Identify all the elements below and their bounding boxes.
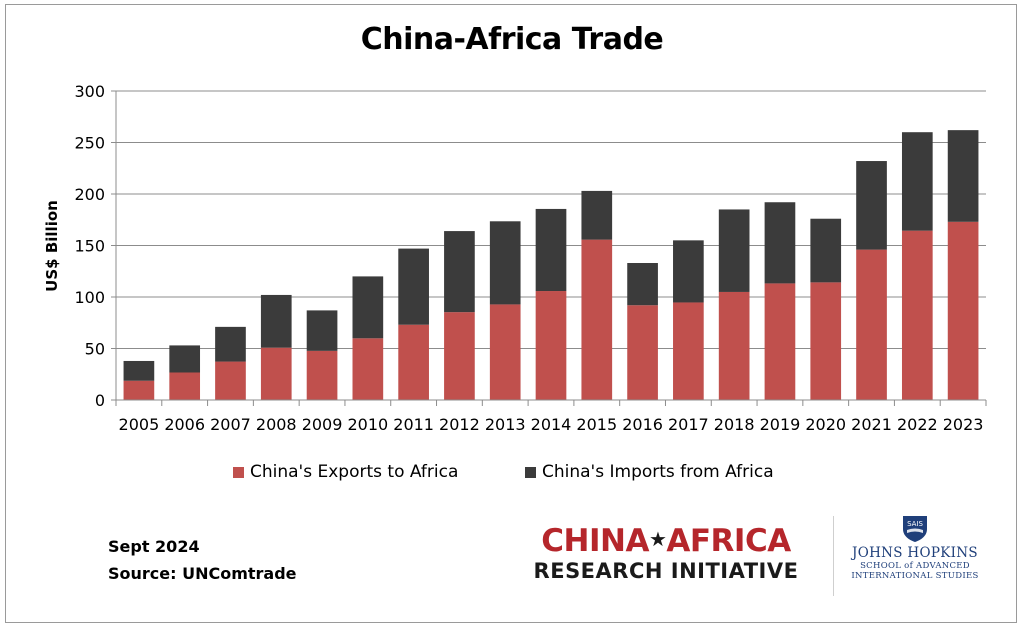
bar-imports-2016 — [627, 263, 658, 306]
bars — [123, 130, 979, 400]
bar-imports-2005 — [123, 360, 155, 381]
bar-exports-2005 — [123, 380, 155, 400]
bar-exports-2010 — [352, 338, 384, 400]
axes — [111, 90, 987, 406]
bar-exports-2016 — [627, 305, 658, 400]
bar-imports-2009 — [306, 310, 338, 351]
bar-exports-2007 — [215, 361, 246, 400]
bar-imports-2011 — [398, 248, 429, 325]
bar-imports-2012 — [444, 231, 475, 313]
x-tick-label-2015: 2015 — [576, 415, 617, 434]
bar-exports-2014 — [535, 291, 567, 400]
x-tick-label-2011: 2011 — [393, 415, 434, 434]
x-tick-label-2012: 2012 — [439, 415, 480, 434]
x-tick-label-2008: 2008 — [256, 415, 297, 434]
x-tick-label-2017: 2017 — [668, 415, 709, 434]
x-tick-labels: 2005 2006 2007 2008 2009 2010 2011 2012 2013 2014… — [119, 415, 984, 434]
shield-icon: SAIS — [903, 516, 927, 542]
bar-exports-2017 — [673, 302, 704, 400]
china-africa-research-initiative-logo: CHINA★AFRICA RESEARCH INITIATIVE — [520, 524, 812, 586]
bar-exports-2020 — [810, 282, 842, 400]
x-tick-label-2013: 2013 — [485, 415, 526, 434]
bar-exports-2008 — [260, 347, 292, 400]
car-logo-bottom-line: RESEARCH INITIATIVE — [533, 559, 799, 583]
x-tick-label-2018: 2018 — [714, 415, 755, 434]
y-tick-label-150: 150 — [74, 237, 105, 256]
x-tick-label-2005: 2005 — [119, 415, 160, 434]
bar-exports-2009 — [306, 350, 338, 400]
legend: China's Exports to Africa China's Import… — [0, 462, 1024, 486]
x-tick-label-2010: 2010 — [347, 415, 388, 434]
shield-text: SAIS — [907, 520, 923, 528]
y-axis-label: US$ Billion — [43, 200, 61, 292]
car-logo-africa: AFRICA — [666, 523, 791, 559]
legend-label-exports: China's Exports to Africa — [250, 462, 459, 482]
bar-imports-2022 — [901, 132, 933, 231]
legend-item-imports: China's Imports from Africa — [525, 462, 774, 482]
x-tick-label-2023: 2023 — [943, 415, 984, 434]
bar-imports-2015 — [581, 190, 613, 240]
x-tick-label-2020: 2020 — [805, 415, 846, 434]
y-tick-labels: 0 50 100 150 200 250 300 — [74, 82, 105, 410]
logo-divider — [833, 516, 834, 596]
x-tick-label-2021: 2021 — [851, 415, 892, 434]
jhu-school-line1: SCHOOL of ADVANCED — [860, 561, 970, 571]
jhu-name: JOHNS HOPKINS — [852, 545, 978, 561]
bar-exports-2015 — [581, 239, 613, 400]
y-tick-label-50: 50 — [85, 340, 105, 359]
car-logo-china: CHINA — [541, 523, 649, 559]
x-tick-label-2016: 2016 — [622, 415, 663, 434]
chart-title: China-Africa Trade — [360, 22, 664, 57]
legend-swatch-exports — [233, 466, 244, 478]
bar-exports-2011 — [398, 324, 429, 400]
car-logo-top-line: CHINA★AFRICA — [520, 524, 812, 558]
bar-imports-2023 — [947, 130, 979, 222]
x-tick-label-2006: 2006 — [164, 415, 205, 434]
bar-imports-2017 — [673, 240, 704, 303]
bar-imports-2006 — [169, 345, 201, 373]
y-tick-label-300: 300 — [74, 82, 105, 101]
bar-exports-2021 — [856, 249, 887, 400]
bar-exports-2018 — [718, 291, 750, 400]
johns-hopkins-sais-logo: SAIS JOHNS HOPKINS SCHOOL of ADVANCED IN… — [840, 515, 990, 590]
bar-imports-2007 — [215, 326, 246, 362]
bar-exports-2023 — [947, 221, 979, 400]
x-tick-label-2009: 2009 — [302, 415, 343, 434]
bar-imports-2013 — [489, 221, 521, 305]
x-tick-label-2022: 2022 — [897, 415, 938, 434]
source-note: Source: UNComtrade — [108, 564, 297, 583]
legend-label-imports: China's Imports from Africa — [542, 462, 774, 482]
bar-imports-2010 — [352, 276, 384, 339]
bar-imports-2021 — [856, 161, 887, 250]
bar-exports-2022 — [901, 230, 933, 400]
date-note: Sept 2024 — [108, 537, 200, 556]
x-tick-label-2007: 2007 — [210, 415, 251, 434]
bar-exports-2019 — [764, 283, 796, 400]
y-tick-label-200: 200 — [74, 185, 105, 204]
jhu-school-line2: INTERNATIONAL STUDIES — [851, 571, 979, 581]
y-tick-label-0: 0 — [95, 391, 105, 410]
bar-imports-2008 — [260, 294, 292, 348]
bar-imports-2020 — [810, 218, 842, 283]
star-icon: ★ — [648, 527, 667, 551]
bar-imports-2019 — [764, 202, 796, 284]
y-tick-label-100: 100 — [74, 288, 105, 307]
y-tick-label-250: 250 — [74, 134, 105, 153]
legend-swatch-imports — [525, 466, 536, 478]
bar-exports-2013 — [489, 304, 521, 400]
x-tick-label-2019: 2019 — [760, 415, 801, 434]
bar-exports-2006 — [169, 372, 201, 400]
x-tick-label-2014: 2014 — [531, 415, 572, 434]
bar-imports-2018 — [718, 209, 750, 292]
legend-item-exports: China's Exports to Africa — [233, 462, 458, 482]
bar-exports-2012 — [444, 312, 475, 400]
bar-imports-2014 — [535, 208, 567, 292]
